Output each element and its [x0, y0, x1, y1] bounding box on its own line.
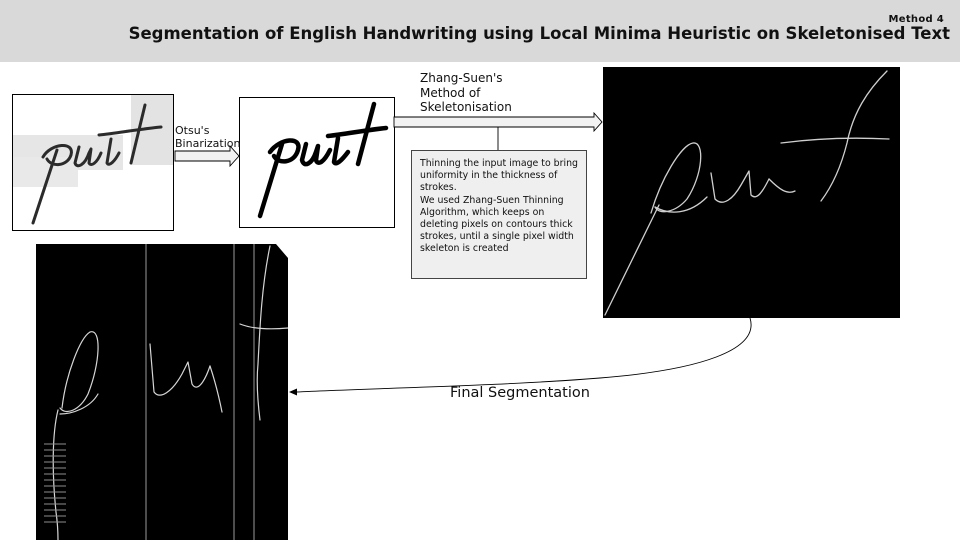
note-paragraph-1: Thinning the input image to bring unifor…: [420, 158, 578, 194]
original-image-panel: [12, 94, 174, 231]
skeletonisation-arrow: [393, 111, 603, 133]
skeletonisation-label: Zhang-Suen's Method of Skeletonisation: [420, 71, 512, 114]
binarized-image-panel: [239, 97, 395, 228]
binarization-label: Otsu's Binarization: [175, 124, 241, 150]
binarized-handwriting-image: [240, 98, 394, 227]
header-bar: Method 4 Segmentation of English Handwri…: [0, 0, 960, 62]
skeleton-image-panel: [603, 67, 900, 318]
segmentation-handwriting-image: [36, 244, 288, 540]
method-label: Method 4: [888, 14, 944, 25]
thinning-description-note: Thinning the input image to bring unifor…: [411, 150, 587, 279]
final-segmentation-curve: [295, 317, 752, 393]
note-paragraph-2: We used Zhang-Suen Thinning Algorithm, w…: [420, 194, 574, 255]
segmentation-image-panel: [36, 244, 288, 540]
final-segmentation-arrowhead: [289, 388, 297, 396]
original-handwriting-image: [13, 95, 173, 230]
skeleton-handwriting-image: [603, 67, 900, 318]
final-segmentation-label: Final Segmentation: [450, 385, 590, 401]
slide-title: Segmentation of English Handwriting usin…: [128, 24, 950, 43]
